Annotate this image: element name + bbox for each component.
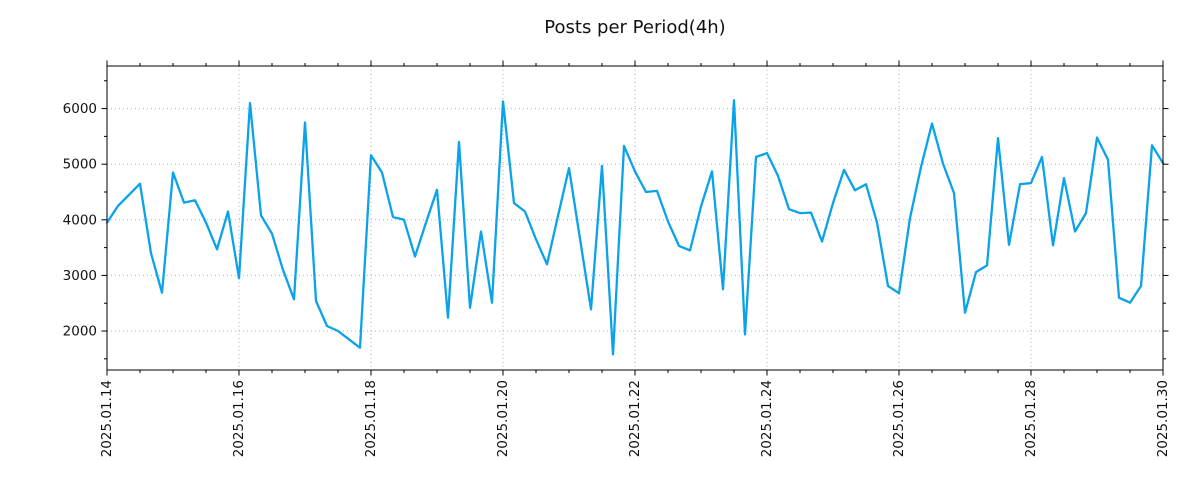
x-tick-label: 2025.01.20 xyxy=(495,380,511,457)
gridlines xyxy=(106,66,1164,370)
chart-title: Posts per Period(4h) xyxy=(544,17,725,38)
axes xyxy=(101,60,1169,376)
y-tick-label: 4000 xyxy=(63,212,97,228)
x-tick-label: 2025.01.14 xyxy=(99,380,115,457)
y-tick-label: 5000 xyxy=(63,157,97,173)
x-tick-label: 2025.01.30 xyxy=(1155,380,1171,457)
data-series xyxy=(105,99,1165,356)
x-tick-label: 2025.01.26 xyxy=(891,380,907,457)
x-tick-label: 2025.01.16 xyxy=(231,380,247,457)
x-tick-label: 2025.01.18 xyxy=(363,380,379,457)
series-line-posts xyxy=(105,99,1165,356)
y-tick-label: 3000 xyxy=(63,268,97,284)
y-tick-label: 6000 xyxy=(63,101,97,117)
x-tick-label: 2025.01.22 xyxy=(627,380,643,457)
y-tick-label: 2000 xyxy=(63,324,97,340)
x-tick-label: 2025.01.28 xyxy=(1023,380,1039,457)
tick-labels: 2000 3000 4000 5000 6000 2025.01.14 2025.01.16… xyxy=(63,101,1171,457)
x-tick-label: 2025.01.24 xyxy=(759,380,775,457)
